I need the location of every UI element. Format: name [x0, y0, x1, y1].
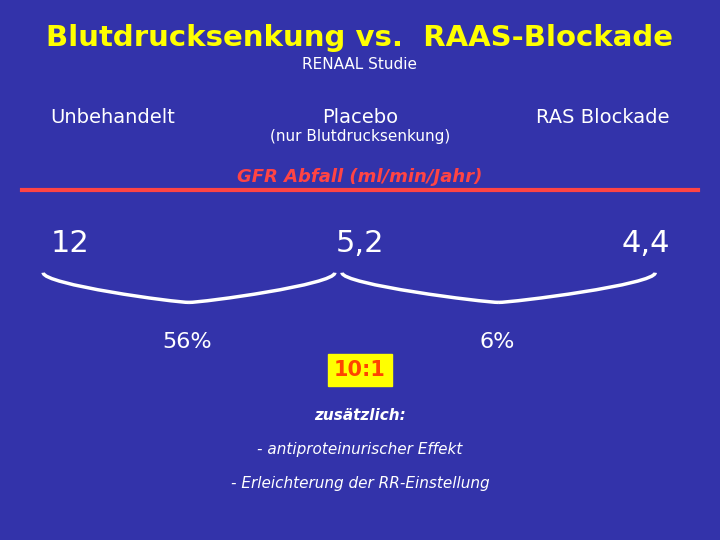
Text: Blutdrucksenkung vs.  RAAS-Blockade: Blutdrucksenkung vs. RAAS-Blockade — [47, 24, 673, 52]
Text: Unbehandelt: Unbehandelt — [50, 108, 175, 127]
Text: 4,4: 4,4 — [621, 230, 670, 259]
Text: RENAAL Studie: RENAAL Studie — [302, 57, 418, 72]
Text: RAS Blockade: RAS Blockade — [536, 108, 670, 127]
Text: 56%: 56% — [163, 332, 212, 352]
Text: - antiproteinurischer Effekt: - antiproteinurischer Effekt — [257, 442, 463, 457]
Text: 6%: 6% — [479, 332, 515, 352]
Text: GFR Abfall (ml/min/Jahr): GFR Abfall (ml/min/Jahr) — [238, 168, 482, 186]
Text: 10:1: 10:1 — [334, 360, 386, 380]
Text: zusätzlich:: zusätzlich: — [314, 408, 406, 423]
Text: Placebo: Placebo — [322, 108, 398, 127]
Text: 5,2: 5,2 — [336, 230, 384, 259]
Text: 12: 12 — [50, 230, 89, 259]
Text: - Erleichterung der RR-Einstellung: - Erleichterung der RR-Einstellung — [230, 476, 490, 491]
Text: (nur Blutdrucksenkung): (nur Blutdrucksenkung) — [270, 129, 450, 144]
